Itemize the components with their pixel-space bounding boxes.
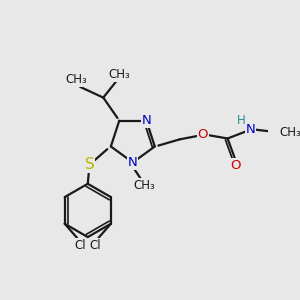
Text: N: N bbox=[128, 156, 138, 169]
Text: S: S bbox=[85, 157, 94, 172]
Text: CH₃: CH₃ bbox=[279, 126, 300, 139]
Text: N: N bbox=[246, 123, 256, 136]
Text: N: N bbox=[142, 114, 151, 127]
Text: H: H bbox=[237, 114, 245, 127]
Text: CH₃: CH₃ bbox=[134, 179, 155, 192]
Text: O: O bbox=[197, 128, 208, 141]
Text: CH₃: CH₃ bbox=[66, 73, 88, 86]
Text: CH₃: CH₃ bbox=[108, 68, 130, 81]
Text: Cl: Cl bbox=[89, 238, 101, 252]
Text: Cl: Cl bbox=[75, 238, 86, 252]
Text: O: O bbox=[230, 159, 241, 172]
